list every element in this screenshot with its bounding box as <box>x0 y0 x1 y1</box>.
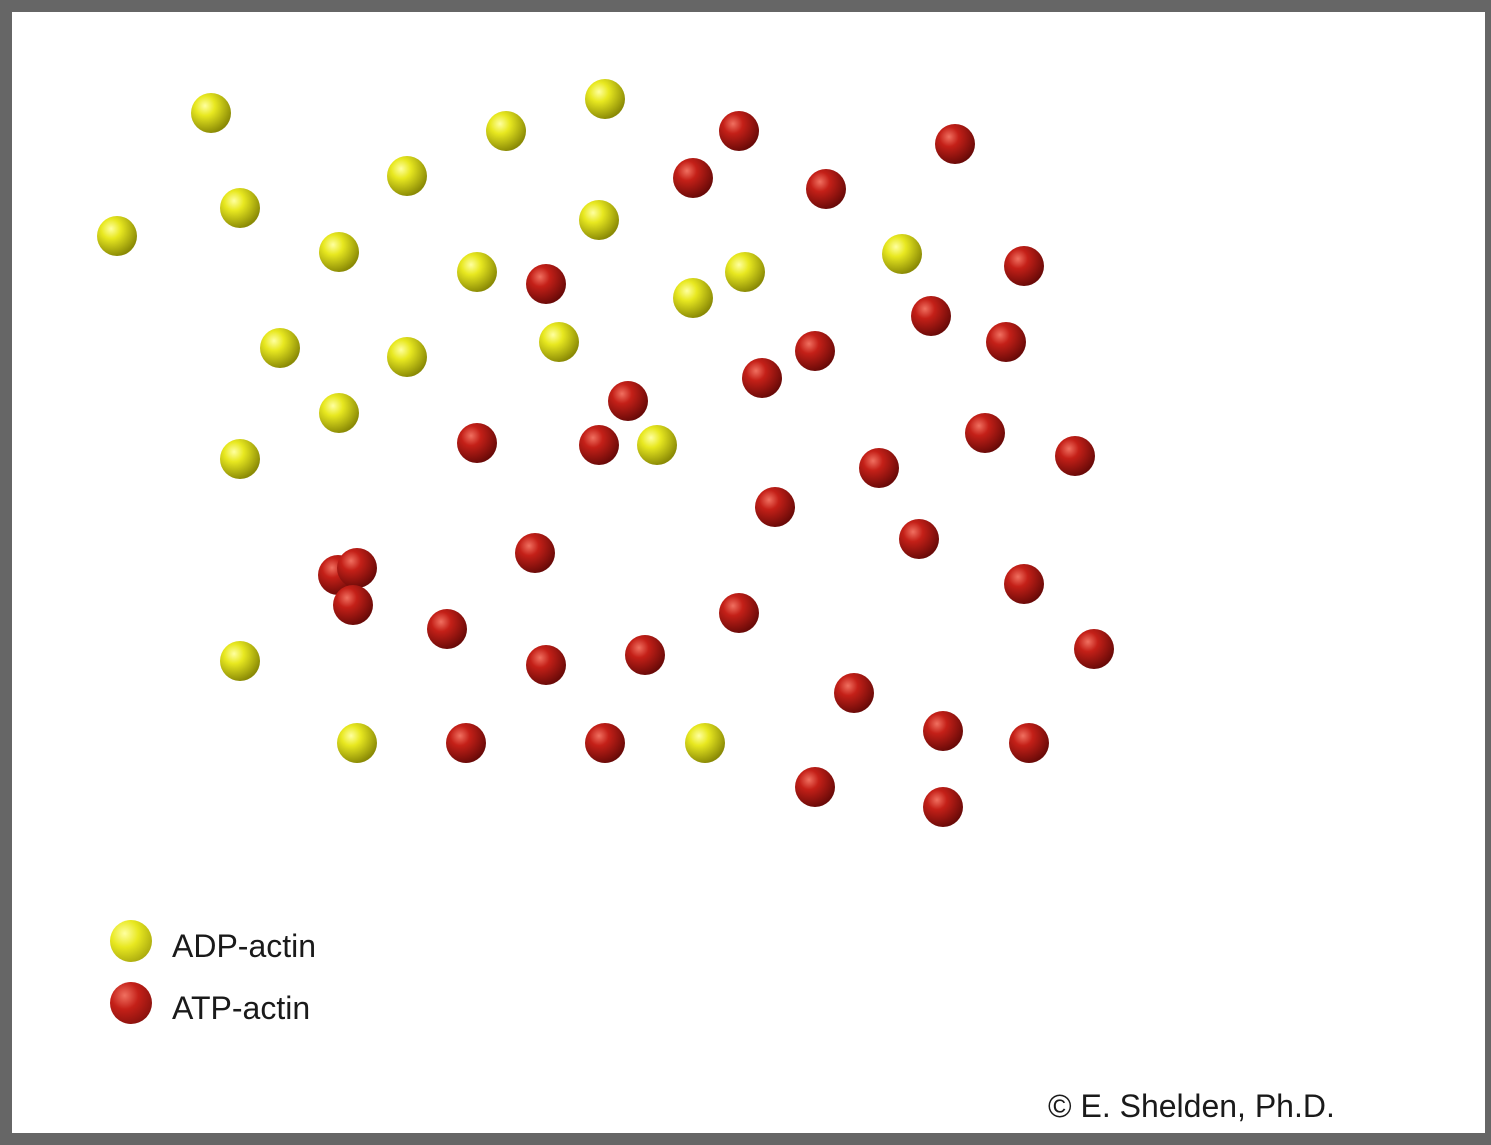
atp-actin-molecule <box>795 767 835 807</box>
adp-actin-molecule <box>637 425 677 465</box>
copyright-credit: © E. Shelden, Ph.D. <box>1048 1088 1335 1124</box>
atp-actin-molecule <box>446 723 486 763</box>
atp-actin-molecule <box>795 331 835 371</box>
adp-actin-molecule <box>882 234 922 274</box>
adp-actin-molecule <box>220 188 260 228</box>
atp-actin-molecule <box>806 169 846 209</box>
atp-actin-molecule <box>742 358 782 398</box>
atp-actin-molecule <box>526 264 566 304</box>
atp-actin-molecule <box>608 381 648 421</box>
adp-actin-molecule <box>260 328 300 368</box>
atp-actin-molecule <box>899 519 939 559</box>
adp-actin-molecule <box>457 252 497 292</box>
atp-actin-molecule <box>1004 564 1044 604</box>
atp-actin-molecule <box>923 711 963 751</box>
atp-actin-molecule <box>1055 436 1095 476</box>
adp-actin-molecule <box>191 93 231 133</box>
atp-actin-molecule <box>965 413 1005 453</box>
adp-actin-molecule <box>319 393 359 433</box>
legend-label-atp: ATP-actin <box>172 990 311 1026</box>
atp-actin-molecule <box>337 548 377 588</box>
atp-actin-molecule <box>515 533 555 573</box>
adp-actin-molecule <box>685 723 725 763</box>
atp-actin-molecule <box>673 158 713 198</box>
atp-actin-molecule <box>579 425 619 465</box>
adp-actin-molecule <box>585 79 625 119</box>
atp-sphere-icon <box>110 982 152 1024</box>
adp-actin-molecule <box>539 322 579 362</box>
atp-actin-molecule <box>986 322 1026 362</box>
atp-actin-molecule <box>526 645 566 685</box>
atp-actin-molecule <box>935 124 975 164</box>
atp-actin-molecule <box>859 448 899 488</box>
atp-actin-molecule <box>834 673 874 713</box>
atp-actin-molecule <box>427 609 467 649</box>
adp-sphere-icon <box>110 920 152 962</box>
adp-actin-molecule <box>673 278 713 318</box>
atp-actin-molecule <box>333 585 373 625</box>
adp-actin-molecule <box>486 111 526 151</box>
atp-actin-molecule <box>1074 629 1114 669</box>
adp-actin-molecule <box>220 641 260 681</box>
adp-actin-molecule <box>387 156 427 196</box>
atp-actin-molecule <box>719 593 759 633</box>
atp-actin-molecule <box>1004 246 1044 286</box>
atp-actin-molecule <box>625 635 665 675</box>
atp-actin-molecule <box>923 787 963 827</box>
atp-actin-molecule <box>719 111 759 151</box>
adp-actin-molecule <box>319 232 359 272</box>
legend-label-adp: ADP-actin <box>172 928 317 964</box>
atp-actin-molecule <box>1009 723 1049 763</box>
adp-actin-molecule <box>220 439 260 479</box>
atp-actin-molecule <box>911 296 951 336</box>
adp-actin-molecule <box>725 252 765 292</box>
atp-actin-molecule <box>755 487 795 527</box>
atp-actin-molecule <box>457 423 497 463</box>
adp-actin-molecule <box>387 337 427 377</box>
adp-actin-molecule <box>337 723 377 763</box>
adp-actin-molecule <box>579 200 619 240</box>
atp-actin-molecule <box>585 723 625 763</box>
adp-actin-molecule <box>97 216 137 256</box>
